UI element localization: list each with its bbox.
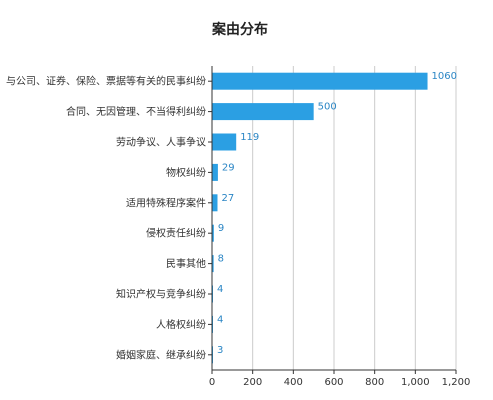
category-label: 与公司、证券、保险、票据等有关的民事纠纷 <box>6 75 206 88</box>
data-label: 500 <box>318 102 337 113</box>
x-tick-label: 200 <box>243 377 262 388</box>
axes <box>208 66 457 374</box>
data-label: 4 <box>217 284 223 295</box>
data-label: 8 <box>218 254 224 265</box>
category-label: 民事其他 <box>166 257 206 270</box>
x-tick-label: 0 <box>209 377 215 388</box>
bar <box>212 163 218 181</box>
category-label: 适用特殊程序案件 <box>126 196 206 209</box>
category-label: 知识产权与竞争纠纷 <box>116 288 206 301</box>
category-label: 侵权责任纠纷 <box>146 227 206 240</box>
data-label: 27 <box>221 193 234 204</box>
category-label: 人格权纠纷 <box>156 318 206 331</box>
bar <box>212 103 314 121</box>
category-label: 婚姻家庭、继承纠纷 <box>116 348 206 361</box>
bar <box>212 194 218 212</box>
data-label: 3 <box>217 345 223 356</box>
chart-title: 案由分布 <box>211 21 268 38</box>
category-label: 合同、无因管理、不当得利纠纷 <box>66 105 206 118</box>
data-label: 119 <box>240 132 259 143</box>
x-tick-label: 800 <box>365 377 384 388</box>
data-label: 1060 <box>432 71 457 82</box>
x-tick-label: 1,200 <box>442 377 471 388</box>
bars <box>212 72 428 364</box>
x-tick-label: 400 <box>284 377 303 388</box>
data-label: 29 <box>222 162 235 173</box>
bar <box>212 133 237 151</box>
bar <box>212 255 214 273</box>
category-label: 物权纠纷 <box>166 166 206 179</box>
data-label: 4 <box>217 314 223 325</box>
data-label: 9 <box>218 223 224 234</box>
bar <box>212 72 428 90</box>
category-label: 劳动争议、人事争议 <box>116 136 206 149</box>
x-tick-label: 600 <box>324 377 343 388</box>
labels: 0 200 400 600 800 1,000 1,200 与公司、证券、保险、票据等有关的民… <box>6 71 470 388</box>
bar <box>212 224 214 242</box>
x-tick-label: 1,000 <box>401 377 430 388</box>
